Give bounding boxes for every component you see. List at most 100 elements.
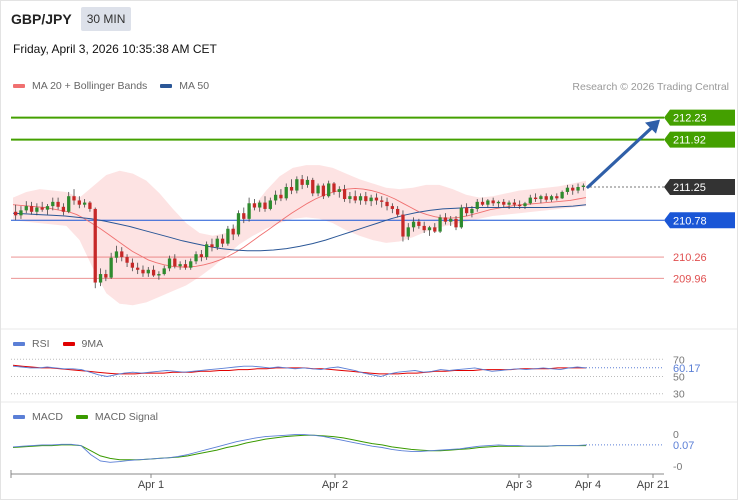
candle-body bbox=[486, 200, 490, 205]
candle-body bbox=[61, 206, 66, 212]
candle-body bbox=[385, 201, 389, 207]
legend-label-rsi: RSI bbox=[32, 338, 50, 350]
ma20-line bbox=[12, 187, 587, 268]
candle-body bbox=[321, 185, 326, 197]
candle-body bbox=[555, 196, 559, 199]
candle-body bbox=[167, 258, 172, 269]
rsi-ma-line bbox=[12, 364, 586, 375]
legend-swatch-ma20 bbox=[13, 84, 25, 88]
candle-body bbox=[205, 244, 209, 258]
candle-body bbox=[449, 218, 453, 222]
candle-body bbox=[231, 228, 235, 235]
candle-body bbox=[380, 200, 384, 202]
candle-body bbox=[162, 268, 166, 275]
candle-body bbox=[427, 227, 432, 231]
candle-body bbox=[470, 208, 474, 214]
main-legend: MA 20 + Bollinger Bands MA 50 bbox=[13, 80, 222, 92]
candle-body bbox=[151, 269, 156, 276]
legend-item-ma20: MA 20 + Bollinger Bands bbox=[13, 80, 147, 92]
x-axis-label: Apr 4 bbox=[575, 479, 601, 491]
candle-body bbox=[496, 201, 501, 204]
candle-body bbox=[581, 185, 585, 187]
candle-body bbox=[220, 238, 225, 244]
candle-body bbox=[45, 206, 50, 210]
candle-body bbox=[518, 204, 522, 207]
candle-body bbox=[316, 185, 320, 194]
candle-body bbox=[273, 194, 278, 201]
macd-tick-label: -0 bbox=[673, 461, 682, 473]
candle-body bbox=[512, 202, 517, 205]
candle-body bbox=[157, 274, 161, 276]
candle-body bbox=[438, 217, 442, 232]
candle-body bbox=[93, 208, 97, 283]
candle-body bbox=[178, 264, 182, 267]
candle-body bbox=[332, 183, 336, 192]
legend-item-macd: MACD bbox=[13, 411, 63, 423]
x-axis-label: Apr 21 bbox=[637, 479, 669, 491]
candle-body bbox=[454, 218, 458, 228]
candle-body bbox=[289, 187, 294, 191]
macd-legend: MACD MACD Signal bbox=[13, 411, 171, 423]
level-tag-1 bbox=[664, 131, 735, 148]
candle-body bbox=[136, 267, 140, 270]
legend-label-macd-signal: MACD Signal bbox=[94, 411, 158, 423]
candle-body bbox=[242, 213, 246, 219]
candle-body bbox=[268, 200, 272, 209]
legend-label-ma50: MA 50 bbox=[179, 80, 210, 92]
rsi-tick-label: 50 bbox=[673, 372, 685, 384]
candle-body bbox=[19, 210, 23, 216]
candle-body bbox=[342, 189, 347, 200]
candle-body bbox=[507, 202, 511, 205]
timeframe-button[interactable]: 30 MIN bbox=[80, 7, 132, 31]
legend-swatch-macd bbox=[13, 415, 25, 419]
candle-body bbox=[353, 196, 357, 201]
rsi-current-label: 60.17 bbox=[673, 363, 701, 375]
ma50-line bbox=[12, 204, 587, 252]
candle-body bbox=[491, 200, 495, 204]
macd-line bbox=[12, 434, 587, 463]
legend-item-rsi-ma: 9MA bbox=[62, 338, 104, 350]
legend-swatch-ma50 bbox=[160, 84, 173, 88]
candle-body bbox=[443, 217, 448, 222]
chart-datetime: Friday, April 3, 2026 10:35:38 AM CET bbox=[13, 42, 217, 56]
candle-body bbox=[263, 202, 267, 209]
level-label-2: 211.25 bbox=[673, 182, 706, 194]
candle-body bbox=[114, 251, 119, 258]
candle-body bbox=[422, 225, 426, 231]
level-label-4: 210.26 bbox=[673, 252, 707, 264]
candle-body bbox=[284, 187, 288, 199]
candle-body bbox=[247, 203, 251, 219]
candle-body bbox=[125, 257, 129, 263]
macd-signal-line bbox=[12, 434, 586, 461]
legend-label-macd: MACD bbox=[32, 411, 63, 423]
legend-item-ma50: MA 50 bbox=[160, 80, 209, 92]
candle-body bbox=[295, 179, 299, 191]
copyright-notice: Research © 2026 Trading Central bbox=[572, 81, 729, 93]
candle-body bbox=[252, 203, 257, 208]
legend-swatch-macd-signal bbox=[75, 415, 88, 419]
x-axis-label: Apr 2 bbox=[322, 479, 348, 491]
candle-body bbox=[539, 196, 543, 200]
candle-body bbox=[104, 274, 108, 278]
candle-body bbox=[88, 202, 92, 209]
candle-body bbox=[40, 207, 44, 210]
candle-body bbox=[35, 207, 39, 212]
candle-body bbox=[98, 274, 103, 283]
rsi-tick-label: 30 bbox=[673, 389, 685, 401]
candle-body bbox=[571, 187, 575, 191]
rsi-legend: RSI 9MA bbox=[13, 338, 116, 350]
candle-body bbox=[327, 183, 331, 197]
candle-body bbox=[502, 201, 506, 205]
legend-label-rsi-ma: 9MA bbox=[81, 338, 104, 350]
candle-body bbox=[120, 251, 124, 258]
candle-body bbox=[433, 227, 437, 232]
candle-body bbox=[374, 197, 379, 201]
candle-body bbox=[528, 197, 532, 204]
level-label-5: 209.96 bbox=[673, 273, 707, 285]
candle-body bbox=[24, 206, 28, 211]
x-axis-label: Apr 1 bbox=[138, 479, 164, 491]
candle-body bbox=[305, 179, 310, 185]
candle-body bbox=[51, 201, 55, 207]
candle-body bbox=[72, 196, 76, 201]
